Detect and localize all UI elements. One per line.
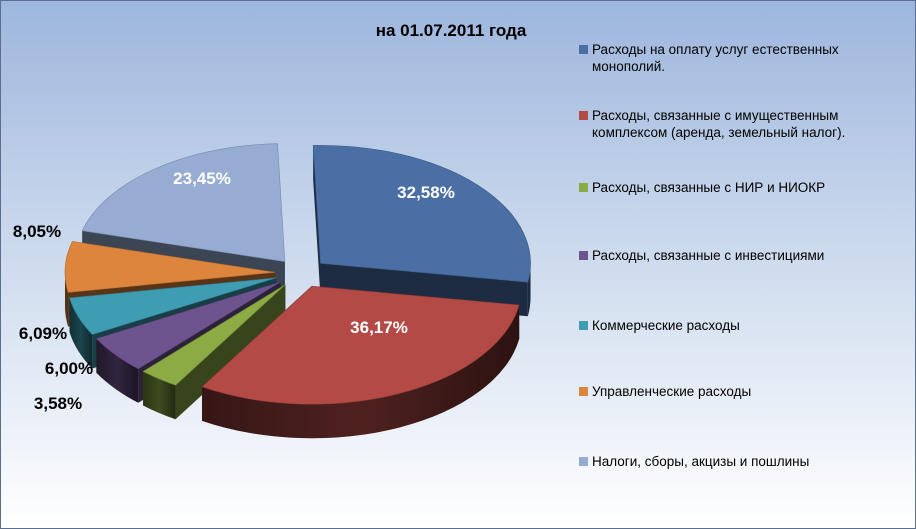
pie-slice-side-shading xyxy=(202,305,520,439)
legend-swatch xyxy=(579,111,588,120)
legend-label: Управленческие расходы xyxy=(592,384,752,399)
pie-slice-top xyxy=(64,241,276,293)
pie-slice-side-shading xyxy=(143,371,176,420)
legend-label: Расходы, связанные с НИР и НИОКР xyxy=(592,180,826,195)
legend-swatch xyxy=(579,251,588,260)
pie-value-label: 36,17% xyxy=(350,318,408,337)
pie-slice-top xyxy=(95,281,281,370)
legend-label: Налоги, сборы, акцизы и пошлины xyxy=(592,454,810,469)
pie-slice-side-shading xyxy=(65,272,69,327)
pie-value-label: 23,45% xyxy=(173,169,231,188)
legend-item: Управленческие расходы xyxy=(579,383,909,400)
pie-slice-cut xyxy=(175,284,286,420)
pie-slice xyxy=(201,285,520,439)
pie-chart: 32,58% 36,17% 3,58% 6,00% 6,09% 8,05% 23,45% xyxy=(13,143,531,439)
pie-slice-top xyxy=(81,143,286,262)
legend-item: Расходы на оплату услуг естественных мон… xyxy=(579,41,909,75)
legend-swatch xyxy=(579,457,588,466)
legend-swatch xyxy=(579,45,588,54)
legend-label: Расходы, связанные с имущественным компл… xyxy=(592,108,846,140)
pie-slice-top xyxy=(142,284,286,386)
chart-title: на 01.07.2011 года xyxy=(375,21,527,40)
pie-value-label: 3,58% xyxy=(34,394,82,413)
pie-slice-cut xyxy=(313,145,321,298)
legend-label: Коммерческие расходы xyxy=(592,318,740,333)
pie-value-label: 6,00% xyxy=(45,359,93,378)
pie-slice-side-shading xyxy=(527,263,531,317)
pie-slice-top xyxy=(69,277,277,335)
legend-item: Расходы, связанные с НИР и НИОКР xyxy=(579,179,909,196)
legend-swatch xyxy=(579,387,588,396)
legend-label: Расходы, связанные с инвестициями xyxy=(592,248,825,263)
pie-slice xyxy=(142,284,286,420)
pie-value-label: 8,05% xyxy=(13,222,61,241)
pie-slice-side-shading xyxy=(96,338,139,403)
legend-item: Налоги, сборы, акцизы и пошлины xyxy=(579,453,909,470)
legend-item: Расходы, связанные с инвестициями xyxy=(579,247,909,264)
legend-label: Расходы на оплату услуг естественных мон… xyxy=(592,42,839,74)
legend-item: Коммерческие расходы xyxy=(579,317,909,334)
pie-slice-side-shading xyxy=(69,297,93,369)
pie-slice-top xyxy=(201,285,520,405)
legend-item: Расходы, связанные с имущественным компл… xyxy=(579,107,909,141)
legend-swatch xyxy=(579,321,588,330)
legend-swatch xyxy=(579,183,588,192)
pie-slice-top xyxy=(312,145,531,283)
pie-value-label: 6,09% xyxy=(19,324,67,343)
pie-value-label: 32,58% xyxy=(397,183,455,202)
